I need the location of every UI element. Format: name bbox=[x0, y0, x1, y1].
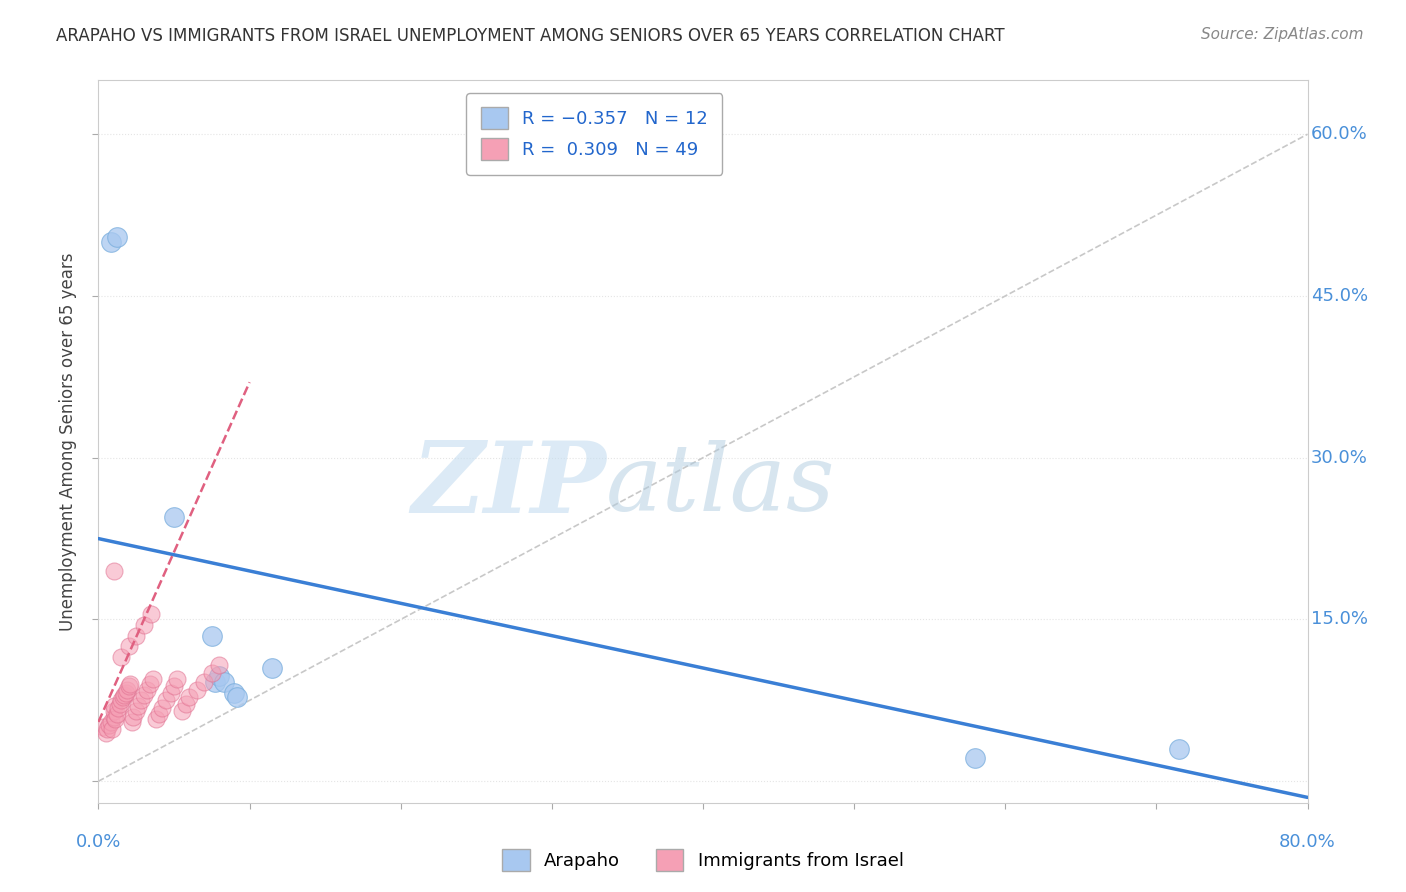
Point bbox=[112, 688, 135, 702]
Point bbox=[174, 697, 197, 711]
Point bbox=[96, 723, 118, 737]
Point bbox=[118, 679, 141, 693]
Point bbox=[163, 679, 186, 693]
Point bbox=[111, 690, 134, 705]
Point bbox=[139, 677, 162, 691]
Point bbox=[208, 668, 231, 682]
Point bbox=[132, 618, 155, 632]
Point bbox=[224, 686, 246, 700]
Text: 45.0%: 45.0% bbox=[1310, 287, 1368, 305]
Point bbox=[145, 712, 167, 726]
Point bbox=[104, 712, 127, 726]
Legend: R = −0.357   N = 12, R =  0.309   N = 49: R = −0.357 N = 12, R = 0.309 N = 49 bbox=[467, 93, 723, 175]
Point bbox=[98, 718, 121, 732]
Point bbox=[141, 607, 163, 621]
Point bbox=[100, 235, 122, 249]
Text: 80.0%: 80.0% bbox=[1279, 833, 1336, 851]
Point bbox=[1168, 742, 1191, 756]
Text: 60.0%: 60.0% bbox=[1310, 125, 1368, 144]
Text: 15.0%: 15.0% bbox=[1310, 610, 1368, 629]
Point bbox=[132, 688, 155, 702]
Point bbox=[107, 701, 129, 715]
Point bbox=[204, 675, 226, 690]
Text: 0.0%: 0.0% bbox=[76, 833, 121, 851]
Point bbox=[129, 693, 152, 707]
Point bbox=[135, 682, 157, 697]
Point bbox=[103, 709, 125, 723]
Point bbox=[201, 629, 224, 643]
Point bbox=[208, 657, 231, 672]
Point bbox=[201, 666, 224, 681]
Point bbox=[163, 510, 186, 524]
Point bbox=[114, 686, 136, 700]
Point bbox=[179, 690, 201, 705]
Point bbox=[91, 720, 114, 734]
Point bbox=[262, 661, 284, 675]
Point bbox=[127, 698, 149, 713]
Text: atlas: atlas bbox=[606, 440, 835, 530]
Point bbox=[110, 693, 132, 707]
Point bbox=[115, 682, 138, 697]
Point bbox=[148, 707, 170, 722]
Text: 30.0%: 30.0% bbox=[1310, 449, 1368, 467]
Point bbox=[142, 672, 165, 686]
Point bbox=[105, 229, 128, 244]
Point bbox=[150, 701, 173, 715]
Point bbox=[103, 564, 125, 578]
Text: Source: ZipAtlas.com: Source: ZipAtlas.com bbox=[1201, 27, 1364, 42]
Point bbox=[160, 686, 183, 700]
Point bbox=[103, 704, 125, 718]
Point bbox=[94, 725, 117, 739]
Point bbox=[100, 714, 122, 729]
Point bbox=[108, 697, 131, 711]
Text: ARAPAHO VS IMMIGRANTS FROM ISRAEL UNEMPLOYMENT AMONG SENIORS OVER 65 YEARS CORRE: ARAPAHO VS IMMIGRANTS FROM ISRAEL UNEMPL… bbox=[56, 27, 1005, 45]
Point bbox=[125, 704, 148, 718]
Point bbox=[193, 675, 215, 690]
Point bbox=[118, 640, 141, 654]
Point bbox=[101, 723, 124, 737]
Legend: Arapaho, Immigrants from Israel: Arapaho, Immigrants from Israel bbox=[495, 842, 911, 879]
Point bbox=[166, 672, 188, 686]
Point bbox=[186, 682, 208, 697]
Point bbox=[105, 707, 128, 722]
Point bbox=[110, 650, 132, 665]
Point bbox=[125, 629, 148, 643]
Point bbox=[120, 677, 142, 691]
Point bbox=[155, 693, 177, 707]
Point bbox=[212, 675, 235, 690]
Point bbox=[122, 709, 145, 723]
Point bbox=[226, 690, 249, 705]
Y-axis label: Unemployment Among Seniors over 65 years: Unemployment Among Seniors over 65 years bbox=[59, 252, 77, 631]
Point bbox=[965, 750, 987, 764]
Text: ZIP: ZIP bbox=[412, 437, 606, 533]
Point bbox=[170, 704, 193, 718]
Point bbox=[103, 698, 125, 713]
Point bbox=[121, 714, 143, 729]
